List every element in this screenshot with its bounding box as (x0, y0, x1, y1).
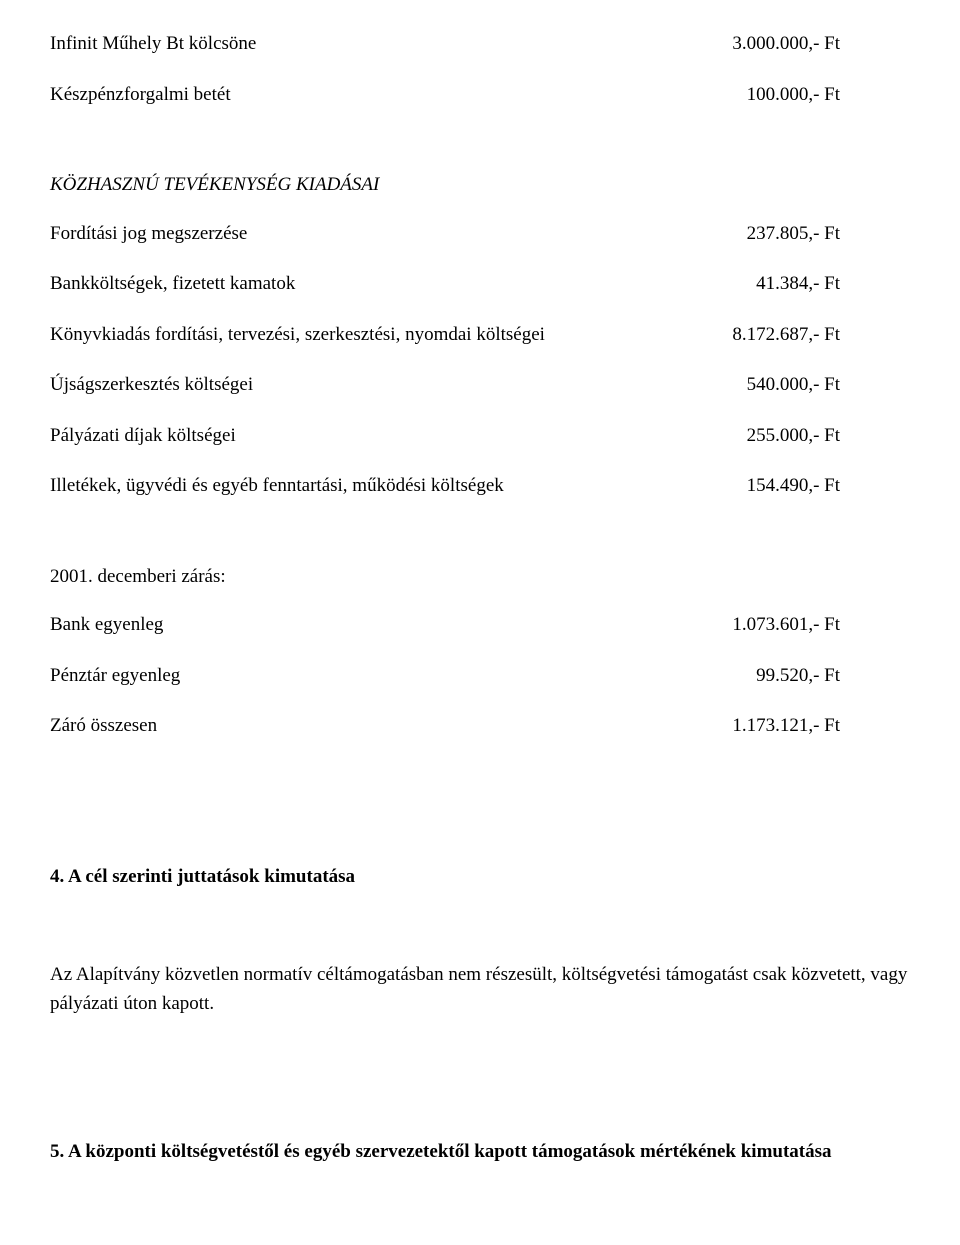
item-value: 1.173.121,- Ft (712, 712, 910, 741)
item-label: Újságszerkesztés költségei (50, 371, 727, 400)
item-value: 1.073.601,- Ft (712, 611, 910, 640)
item-value: 237.805,- Ft (727, 220, 910, 249)
item-label: Illetékek, ügyvédi és egyéb fenntartási,… (50, 472, 727, 501)
line-item: Fordítási jog megszerzése 237.805,- Ft (50, 220, 910, 249)
line-item: Pénztár egyenleg 99.520,- Ft (50, 662, 910, 691)
line-item: Bank egyenleg 1.073.601,- Ft (50, 611, 910, 640)
item-label: Könyvkiadás fordítási, tervezési, szerke… (50, 321, 712, 350)
line-item: Készpénzforgalmi betét 100.000,- Ft (50, 81, 910, 110)
section-heading-kiadasai: KÖZHASZNÚ TEVÉKENYSÉG KIADÁSAI (50, 171, 910, 200)
item-value: 99.520,- Ft (736, 662, 910, 691)
item-value: 255.000,- Ft (727, 422, 910, 451)
item-value: 41.384,- Ft (736, 270, 910, 299)
item-label: Bankköltségek, fizetett kamatok (50, 270, 736, 299)
item-label: Készpénzforgalmi betét (50, 81, 727, 110)
paragraph-4: Az Alapítvány közvetlen normatív céltámo… (50, 961, 910, 1018)
line-item: Bankköltségek, fizetett kamatok 41.384,-… (50, 270, 910, 299)
heading-5: 5. A központi költségvetéstől és egyéb s… (50, 1138, 910, 1167)
item-label: Bank egyenleg (50, 611, 712, 640)
line-item: Pályázati díjak költségei 255.000,- Ft (50, 422, 910, 451)
line-item: Illetékek, ügyvédi és egyéb fenntartási,… (50, 472, 910, 501)
item-value: 154.490,- Ft (727, 472, 910, 501)
item-label: Záró összesen (50, 712, 712, 741)
closing-title: 2001. decemberi zárás: (50, 563, 910, 592)
line-item: Infinit Műhely Bt kölcsöne 3.000.000,- F… (50, 30, 910, 59)
item-value: 100.000,- Ft (727, 81, 910, 110)
item-value: 3.000.000,- Ft (712, 30, 910, 59)
item-value: 540.000,- Ft (727, 371, 910, 400)
line-item: Könyvkiadás fordítási, tervezési, szerke… (50, 321, 910, 350)
heading-4: 4. A cél szerinti juttatások kimutatása (50, 863, 910, 892)
item-label: Infinit Műhely Bt kölcsöne (50, 30, 712, 59)
item-label: Pénztár egyenleg (50, 662, 736, 691)
line-item: Újságszerkesztés költségei 540.000,- Ft (50, 371, 910, 400)
item-label: Pályázati díjak költségei (50, 422, 727, 451)
line-item: Záró összesen 1.173.121,- Ft (50, 712, 910, 741)
item-value: 8.172.687,- Ft (712, 321, 910, 350)
item-label: Fordítási jog megszerzése (50, 220, 727, 249)
